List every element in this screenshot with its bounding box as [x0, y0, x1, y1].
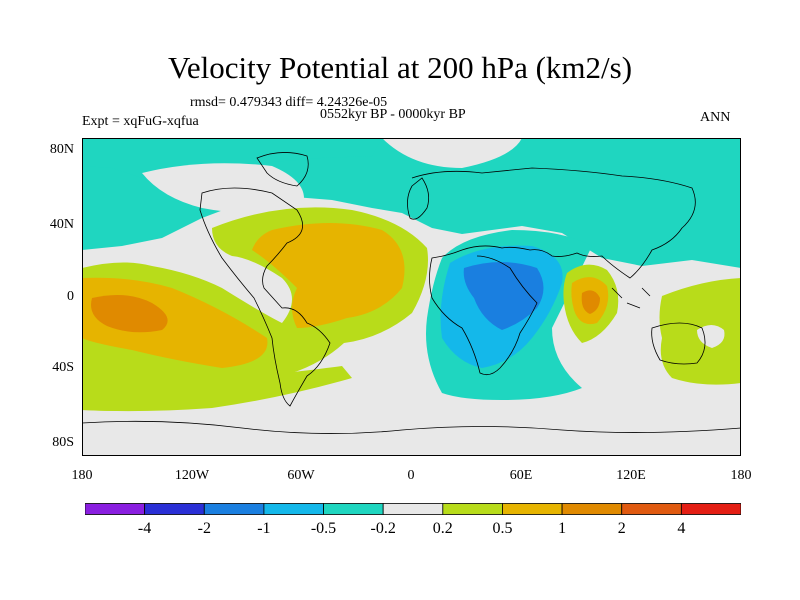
colorbar-label: 0.2 — [432, 520, 453, 537]
colorbar-box — [323, 503, 384, 515]
plot-title: Velocity Potential at 200 hPa (km2/s) — [167, 50, 633, 85]
lat-tick-80n: 80N — [49, 142, 74, 157]
lon-tick-120w: 120W — [174, 468, 210, 483]
colorbar-box — [502, 503, 563, 515]
lon-tick-180e: 180 — [730, 468, 752, 483]
colorbar-label: -4 — [137, 520, 152, 537]
velocity-potential-map — [82, 138, 741, 456]
colorbar-label: 2 — [617, 520, 626, 537]
colorbar-label: -2 — [197, 520, 211, 537]
colorbar-label: -0.5 — [310, 520, 337, 537]
coastlines — [82, 152, 741, 434]
field-arctic-negative — [82, 138, 382, 178]
colorbar-box — [561, 503, 623, 515]
field-neutral-pocket — [697, 325, 725, 348]
colorbar-label: -0.2 — [370, 520, 396, 537]
colorbar-label: 4 — [677, 520, 686, 537]
colorbar-label: -1 — [257, 520, 271, 537]
colorbar — [85, 503, 741, 515]
experiment-label: Expt = xqFuG-xqfua — [82, 114, 199, 129]
lat-tick-40s: 40S — [52, 360, 74, 375]
field-pacific-strong — [91, 294, 168, 333]
field-neutral-pocket — [142, 163, 304, 213]
lat-tick-40n: 40N — [49, 217, 74, 232]
lon-tick-60w: 60W — [287, 468, 315, 483]
lon-tick-60e: 60E — [509, 468, 533, 483]
lon-tick-120e: 120E — [616, 468, 646, 483]
colorbar-box — [680, 503, 741, 515]
season-label: ANN — [700, 110, 731, 125]
field-neutral-pocket — [382, 138, 522, 168]
colorbar-box — [85, 503, 146, 515]
lon-tick-0: 0 — [407, 468, 415, 483]
colorbar-box — [263, 503, 324, 515]
colorbar-label: 0.5 — [492, 520, 513, 537]
field-atlantic-moderate — [252, 223, 405, 328]
colorbar-box — [382, 503, 444, 515]
lat-tick-0: 0 — [67, 289, 74, 304]
map-frame — [82, 138, 741, 456]
field-africa-strong — [463, 262, 544, 330]
stats-text: rmsd= 0.479343 diff= 4.24326e-05 — [190, 95, 388, 110]
colorbar-box — [144, 503, 205, 515]
field-indo-strong — [581, 290, 600, 314]
colorbar-box — [203, 503, 265, 515]
period-text: 0552kyr BP - 0000kyr BP — [320, 107, 466, 122]
colorbar-box — [442, 503, 503, 515]
colorbar-label: 1 — [558, 520, 567, 537]
colorbar-box — [621, 503, 682, 515]
lon-tick-180w: 180 — [71, 468, 93, 483]
lat-tick-80s: 80S — [52, 435, 74, 450]
field-southern-positive — [82, 366, 352, 412]
